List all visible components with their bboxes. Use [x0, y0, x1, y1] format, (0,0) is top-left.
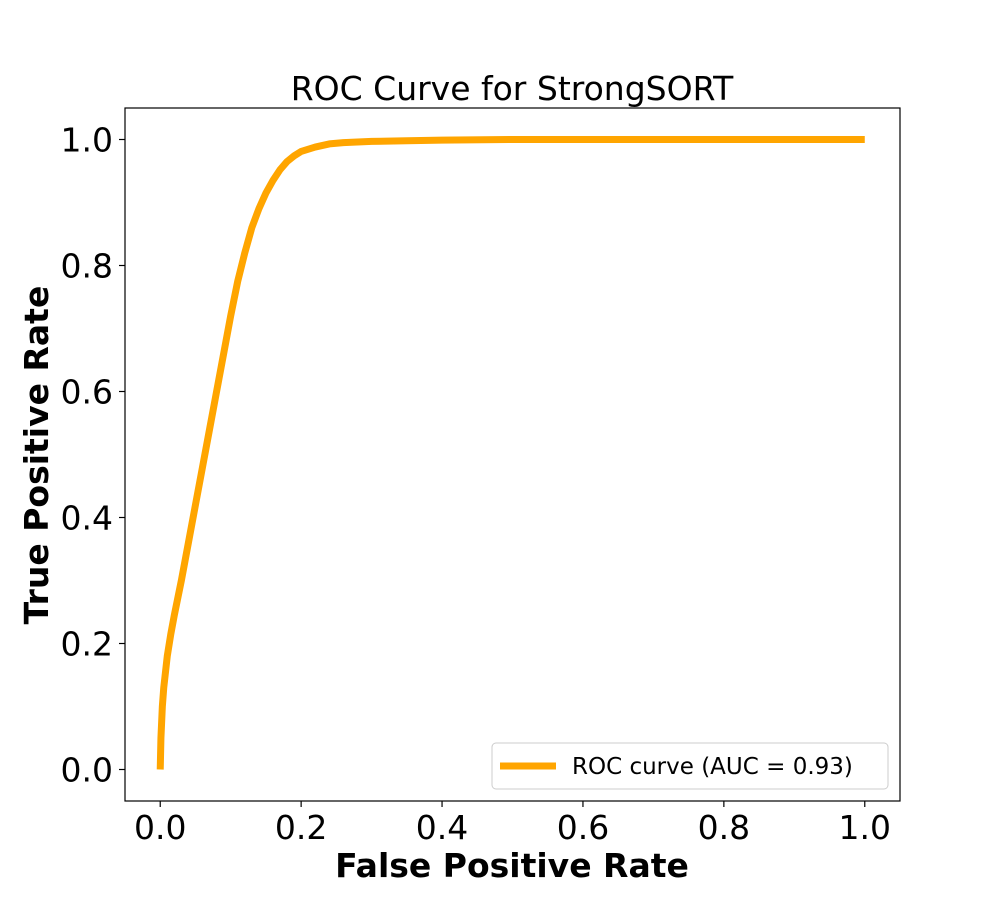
- y-tick-label: 1.0: [61, 121, 113, 160]
- y-tick-label: 0.6: [61, 373, 113, 412]
- x-tick-label: 0.6: [557, 808, 609, 847]
- y-axis-label: True Positive Rate: [17, 286, 56, 625]
- x-tick-label: 0.8: [698, 808, 750, 847]
- legend-box: [491, 742, 889, 790]
- series-line-0: [156, 136, 865, 770]
- chart-title: ROC Curve for StrongSORT: [291, 69, 734, 108]
- y-tick-label: 0.8: [61, 247, 113, 286]
- x-tick-label: 1.0: [839, 808, 891, 847]
- legend-label: ROC curve (AUC = 0.93): [572, 754, 853, 780]
- x-tick-label: 0.2: [275, 808, 327, 847]
- x-tick-label: 0.0: [134, 808, 186, 847]
- plot-area: [156, 136, 865, 770]
- axis-ticks: 0.0 0.2 0.4 0.6 0.8 1.0 0.0 0.2 0.4 0.6 0.8 1.0: [61, 121, 891, 848]
- y-tick-label: 0.2: [61, 625, 113, 664]
- x-tick-label: 0.4: [416, 808, 468, 847]
- y-tick-label: 0.0: [61, 751, 113, 790]
- x-axis-label: False Positive Rate: [335, 846, 689, 885]
- legend: ROC curve (AUC = 0.93): [491, 742, 889, 790]
- y-tick-label: 0.4: [61, 499, 113, 538]
- plot-frame: [124, 107, 901, 802]
